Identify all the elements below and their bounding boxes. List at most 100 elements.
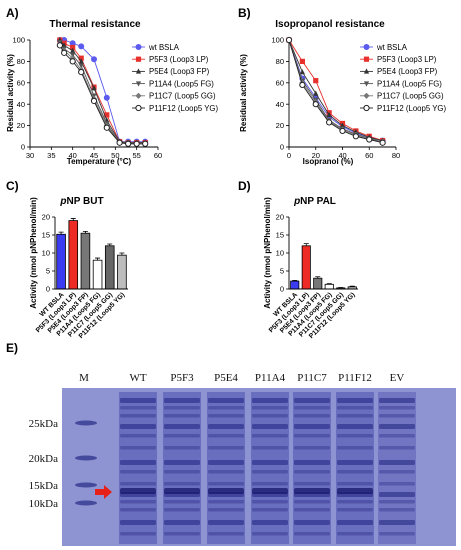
- marker-label: 15kDa: [29, 480, 58, 492]
- protein-band: [120, 398, 156, 403]
- y-tick-label: 100: [12, 36, 25, 45]
- data-point: [91, 85, 97, 91]
- data-point: [125, 140, 132, 147]
- lane-label: P11A4: [255, 372, 286, 384]
- legend-label: P5E4 (Loop3 FP): [377, 67, 438, 76]
- protein-band: [379, 470, 415, 474]
- legend-label: P5F3 (Loop3 LP): [377, 55, 437, 64]
- protein-band: [252, 532, 288, 536]
- series-3: [57, 39, 148, 147]
- series-line: [59, 39, 146, 144]
- protein-band: [337, 460, 373, 465]
- protein-band: [120, 414, 156, 418]
- y-tick-label: 15: [276, 231, 284, 240]
- x-tick-label: 40: [338, 151, 346, 160]
- protein-band: [337, 414, 373, 418]
- chart-b-ylabel: Residual activity (%): [239, 54, 248, 132]
- protein-band: [379, 398, 415, 403]
- legend-marker: [363, 44, 370, 51]
- data-point: [69, 58, 76, 65]
- protein-band: [120, 406, 156, 410]
- panel-label-e: E): [6, 341, 18, 355]
- protein-band: [252, 406, 288, 410]
- protein-band: [120, 434, 156, 438]
- error-bar: [303, 243, 309, 246]
- protein-band: [379, 460, 415, 465]
- bar: [92, 259, 103, 290]
- legend-marker: [135, 81, 142, 87]
- protein-band: [379, 482, 415, 486]
- protein-band: [164, 520, 200, 525]
- legend-marker: [135, 68, 142, 74]
- y-tick-label: 0: [280, 285, 284, 294]
- target-band: [337, 488, 373, 494]
- protein-band: [337, 500, 373, 504]
- chart-pnp-but: pNP BUT Activity (nmol pNPhenol/min) 0 5 1…: [29, 196, 128, 340]
- protein-band: [208, 446, 244, 450]
- chart-c-axes: [54, 217, 128, 290]
- protein-band: [294, 406, 330, 410]
- error-bar: [292, 279, 298, 282]
- series-line: [288, 39, 383, 144]
- x-tick-label: 45: [90, 151, 98, 160]
- chart-pnp-pal: pNP PAL Activity (nmol pNPhenol/min) 0 5 1…: [263, 196, 358, 340]
- legend-label: P5F3 (Loop3 LP): [149, 55, 209, 64]
- series-5: [56, 42, 149, 147]
- series-1: [286, 37, 386, 144]
- error-bar: [119, 252, 125, 256]
- error-bar: [70, 218, 76, 221]
- protein-band: [208, 414, 244, 418]
- legend-marker: [363, 56, 370, 62]
- series-line: [59, 39, 146, 143]
- protein-band: [252, 520, 288, 525]
- lane-label: P5F3: [170, 372, 194, 384]
- target-band: [294, 488, 330, 494]
- x-tick-label: 0: [287, 151, 291, 160]
- protein-band: [208, 460, 244, 465]
- protein-band: [252, 398, 288, 403]
- gel-background: [62, 388, 456, 546]
- protein-band: [164, 414, 200, 418]
- chart-a-xlabel: Temperature (°C): [67, 157, 132, 166]
- data-point: [78, 43, 85, 50]
- y-tick-label: 0: [21, 143, 25, 152]
- bar: [80, 232, 91, 290]
- error-bar: [58, 231, 64, 235]
- ladder-band: [75, 455, 97, 461]
- data-point: [70, 47, 76, 53]
- protein-band: [379, 406, 415, 410]
- data-point: [103, 94, 110, 101]
- error-bar: [82, 231, 88, 234]
- protein-band: [252, 434, 288, 438]
- protein-band: [337, 482, 373, 486]
- ladder-band: [75, 482, 97, 488]
- data-point: [299, 69, 305, 75]
- data-point: [90, 97, 98, 105]
- gel-lane: [251, 392, 289, 544]
- legend-label: P11F12 (Loop5 YG): [377, 104, 446, 113]
- x-tick-label: 80: [392, 151, 400, 160]
- marker-label: 25kDa: [29, 418, 58, 430]
- data-point: [116, 139, 123, 146]
- protein-band: [208, 424, 244, 429]
- panel-label-c: C): [6, 179, 19, 193]
- protein-band: [337, 520, 373, 525]
- protein-band: [208, 434, 244, 438]
- y-tick-label: 5: [46, 267, 50, 276]
- bar: [290, 280, 300, 290]
- y-tick-label: 40: [276, 100, 284, 109]
- marker-label: 10kDa: [29, 498, 58, 510]
- protein-band: [252, 414, 288, 418]
- protein-band: [252, 424, 288, 429]
- protein-band: [294, 508, 330, 512]
- y-tick-label: 20: [276, 213, 284, 222]
- chart-a-ylabel: Residual activity (%): [6, 54, 15, 132]
- gel-lane: [378, 392, 416, 544]
- protein-band: [164, 434, 200, 438]
- protein-band: [120, 470, 156, 474]
- chart-c-title: pNP BUT: [59, 196, 103, 207]
- target-band: [120, 488, 156, 494]
- protein-band: [337, 398, 373, 403]
- protein-band: [294, 446, 330, 450]
- data-point: [78, 55, 84, 61]
